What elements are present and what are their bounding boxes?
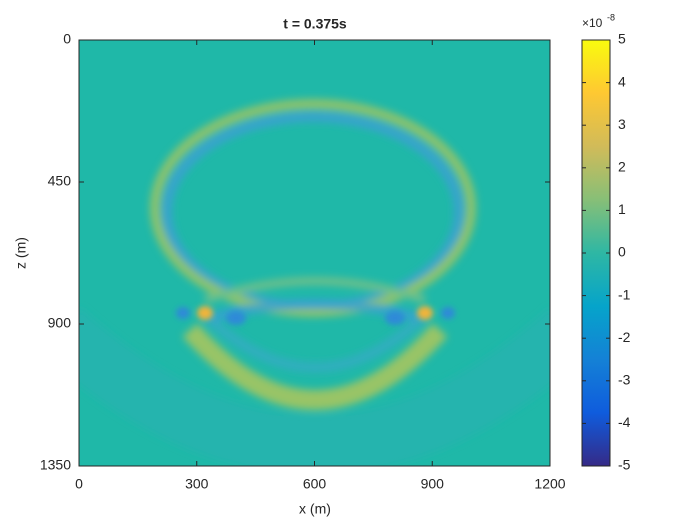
colorbar-tick-label: -3 (618, 372, 631, 388)
y-tick-label: 450 (48, 173, 72, 189)
colorbar-tick-label: -5 (618, 457, 631, 473)
colorbar-tick-label: 3 (618, 116, 626, 132)
x-tick-label: 0 (75, 476, 83, 492)
y-tick-label: 0 (63, 31, 71, 47)
wavefronts (79, 99, 550, 466)
colorbar-tick-label: 5 (618, 31, 626, 47)
chart-title: t = 0.375s (283, 16, 347, 32)
colorbar-tick-label: 0 (618, 244, 626, 260)
colorbar-tick-label: 4 (618, 73, 626, 89)
colorbar-exponent: -8 (607, 12, 615, 22)
colorbar-multiplier: ×10 (582, 16, 603, 30)
colorbar (581, 39, 611, 467)
x-tick-label: 900 (421, 476, 445, 492)
colorbar-tick-label: 1 (618, 201, 626, 217)
y-tick-label: 900 (48, 315, 72, 331)
wavefield (79, 40, 550, 466)
colorbar-tick-label: -1 (618, 286, 631, 302)
y-tick-label: 1350 (40, 457, 71, 473)
hot-spots (176, 306, 455, 325)
x-tick-label: 600 (303, 476, 327, 492)
colorbar-tick-label: -2 (618, 329, 631, 345)
colorbar-tick-label: 2 (618, 159, 626, 175)
x-tick-label: 300 (185, 476, 209, 492)
colorbar-tick-label: -4 (618, 414, 631, 430)
y-axis-label: z (m) (13, 237, 29, 269)
x-axis-label: x (m) (299, 501, 331, 517)
x-tick-label: 1200 (534, 476, 565, 492)
